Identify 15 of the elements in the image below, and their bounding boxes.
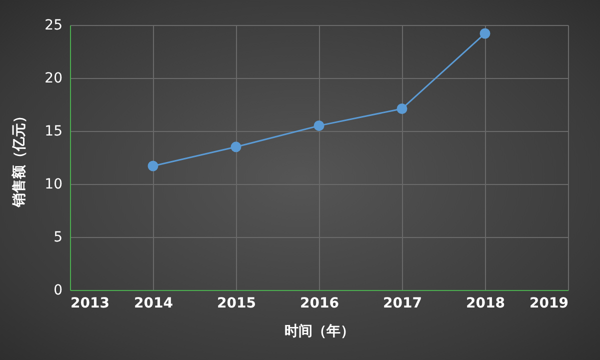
x-axis-title: 时间（年）: [284, 324, 354, 340]
x-tick-label: 2016: [300, 296, 339, 312]
y-tick-label: 20: [44, 70, 62, 86]
y-tick-label: 0: [54, 282, 62, 298]
x-tick-label: 2019: [530, 296, 568, 312]
y-tick-label: 5: [54, 230, 62, 246]
y-tick-label: 15: [44, 124, 62, 140]
y-tick-label: 10: [44, 176, 62, 192]
y-axis-title: 销售额（亿元）: [10, 109, 28, 208]
y-tick-label: 25: [44, 18, 62, 34]
x-tick-label: 2018: [466, 296, 505, 312]
x-tick-label: 2015: [217, 296, 256, 312]
x-tick-label: 2014: [134, 296, 174, 312]
x-tick-label: 2013: [70, 296, 110, 312]
x-tick-label: 2017: [383, 296, 422, 312]
